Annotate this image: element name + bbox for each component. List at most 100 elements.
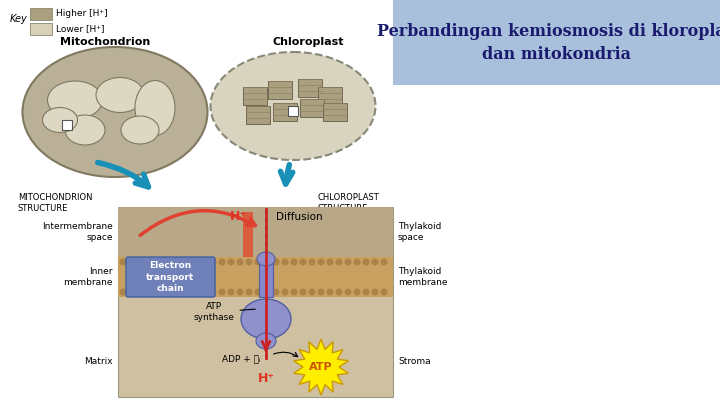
Polygon shape	[294, 339, 348, 395]
Ellipse shape	[326, 258, 333, 266]
Ellipse shape	[210, 288, 217, 296]
Ellipse shape	[272, 288, 279, 296]
Ellipse shape	[372, 288, 379, 296]
Ellipse shape	[128, 258, 135, 266]
Bar	[288, 106, 298, 116]
Ellipse shape	[22, 47, 207, 177]
Ellipse shape	[120, 258, 127, 266]
Text: Stroma: Stroma	[398, 358, 431, 367]
Ellipse shape	[282, 288, 289, 296]
Ellipse shape	[380, 258, 387, 266]
Ellipse shape	[210, 52, 376, 160]
Text: Thylakoid
membrane: Thylakoid membrane	[398, 267, 448, 287]
Ellipse shape	[236, 258, 243, 266]
Text: ATP: ATP	[309, 362, 333, 372]
Ellipse shape	[138, 288, 145, 296]
Ellipse shape	[362, 258, 369, 266]
Ellipse shape	[156, 258, 163, 266]
Ellipse shape	[318, 288, 325, 296]
Text: H⁺: H⁺	[230, 211, 246, 224]
Ellipse shape	[200, 258, 207, 266]
Ellipse shape	[308, 258, 315, 266]
Ellipse shape	[336, 288, 343, 296]
Bar	[393, 0, 720, 85]
Ellipse shape	[362, 288, 369, 296]
Text: ATP
synthase: ATP synthase	[194, 302, 255, 322]
Text: MITOCHONDRION
STRUCTURE: MITOCHONDRION STRUCTURE	[18, 193, 92, 213]
Text: Inner
membrane: Inner membrane	[63, 267, 113, 287]
Ellipse shape	[218, 258, 225, 266]
Ellipse shape	[156, 288, 163, 296]
Ellipse shape	[318, 258, 325, 266]
Text: Higher [H⁺]: Higher [H⁺]	[56, 9, 107, 19]
Text: Chloroplast: Chloroplast	[272, 37, 343, 47]
Bar	[268, 81, 292, 99]
Ellipse shape	[264, 288, 271, 296]
Bar	[30, 8, 52, 20]
Ellipse shape	[138, 258, 145, 266]
Bar	[62, 120, 72, 130]
Ellipse shape	[135, 81, 175, 136]
Text: Mitochondrion: Mitochondrion	[60, 37, 150, 47]
Ellipse shape	[164, 258, 171, 266]
Ellipse shape	[336, 258, 343, 266]
Ellipse shape	[246, 288, 253, 296]
Bar	[298, 79, 322, 97]
Text: H⁺: H⁺	[258, 373, 274, 386]
Ellipse shape	[290, 288, 297, 296]
Ellipse shape	[228, 288, 235, 296]
Bar	[118, 207, 393, 257]
Bar	[246, 106, 270, 124]
Bar	[243, 212, 253, 257]
Ellipse shape	[146, 258, 153, 266]
Ellipse shape	[182, 258, 189, 266]
Ellipse shape	[290, 258, 297, 266]
Ellipse shape	[200, 288, 207, 296]
Ellipse shape	[272, 258, 279, 266]
Ellipse shape	[236, 288, 243, 296]
Ellipse shape	[254, 288, 261, 296]
Bar	[118, 207, 393, 397]
Text: ADP + Ⓟᵢ: ADP + Ⓟᵢ	[222, 354, 261, 364]
Ellipse shape	[182, 288, 189, 296]
Text: Perbandingan kemiosmosis di kloroplas
dan mitokondria: Perbandingan kemiosmosis di kloroplas da…	[377, 23, 720, 63]
Ellipse shape	[256, 333, 276, 349]
Ellipse shape	[380, 288, 387, 296]
Text: Electron
transport
chain: Electron transport chain	[146, 261, 194, 292]
FancyBboxPatch shape	[126, 257, 215, 297]
Ellipse shape	[354, 258, 361, 266]
Bar	[300, 99, 324, 117]
Ellipse shape	[308, 288, 315, 296]
Ellipse shape	[192, 288, 199, 296]
Ellipse shape	[246, 258, 253, 266]
Bar	[273, 103, 297, 121]
Text: Key: Key	[10, 14, 28, 24]
Ellipse shape	[48, 81, 102, 119]
Ellipse shape	[174, 258, 181, 266]
Text: Intermembrane
space: Intermembrane space	[42, 222, 113, 242]
Bar	[259, 259, 273, 297]
Ellipse shape	[146, 288, 153, 296]
Ellipse shape	[228, 258, 235, 266]
Text: Lower [H⁺]: Lower [H⁺]	[56, 24, 104, 34]
Text: Thylakoid
space: Thylakoid space	[398, 222, 441, 242]
Ellipse shape	[264, 258, 271, 266]
Ellipse shape	[65, 115, 105, 145]
Ellipse shape	[121, 116, 159, 144]
Text: Diffusion: Diffusion	[276, 212, 323, 222]
Ellipse shape	[164, 288, 171, 296]
Bar	[30, 23, 52, 35]
Ellipse shape	[218, 288, 225, 296]
Ellipse shape	[354, 288, 361, 296]
Ellipse shape	[300, 288, 307, 296]
Ellipse shape	[241, 299, 291, 339]
Text: Matrix: Matrix	[84, 358, 113, 367]
Bar	[118, 257, 393, 297]
Bar	[318, 87, 342, 105]
Bar	[243, 87, 267, 105]
Ellipse shape	[174, 288, 181, 296]
Ellipse shape	[372, 258, 379, 266]
Ellipse shape	[300, 258, 307, 266]
Bar	[323, 103, 347, 121]
Ellipse shape	[344, 258, 351, 266]
